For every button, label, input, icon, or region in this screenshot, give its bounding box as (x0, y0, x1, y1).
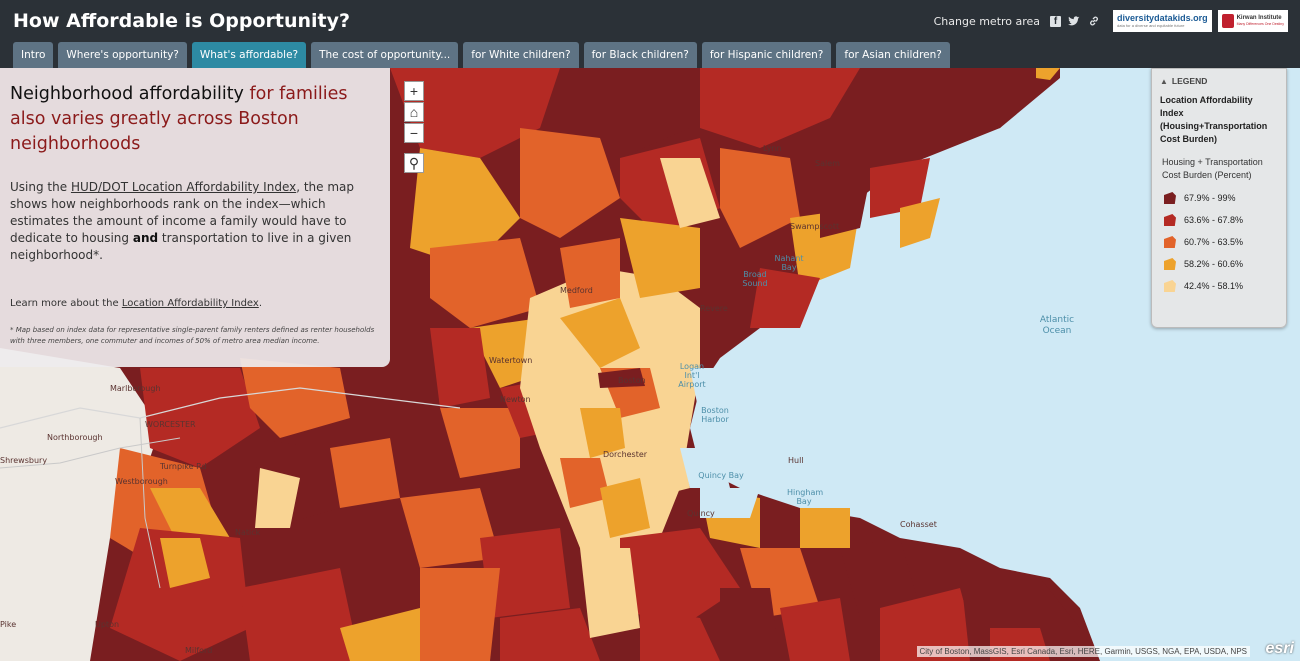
change-metro-link[interactable]: Change metro area (933, 14, 1041, 28)
kirwan-logo-text: Kirwan Institute (1236, 15, 1282, 21)
legend-item: 63.6% - 67.8% (1164, 209, 1278, 231)
legend-layer-title: Location Affordability Index (Housing+Tr… (1160, 95, 1268, 144)
learn-more-text: Learn more about the (10, 298, 119, 309)
place-label: Hull (788, 456, 804, 465)
place-label: Salem (815, 159, 840, 168)
water-label: Logan Int'l Airport (678, 362, 706, 389)
search-button[interactable]: ⚲ (404, 153, 424, 173)
story-heading-red: for families also varies greatly across … (10, 84, 348, 154)
place-label: Newton (500, 395, 531, 404)
place-label: Turnpike Rd (160, 462, 207, 471)
header-right-group: Change metro area f diversitydatakids.or… (934, 10, 1288, 32)
place-label: Marlborough (110, 384, 161, 393)
place-label: WORCESTER (145, 420, 196, 429)
water-label: Boston Harbor (701, 406, 729, 424)
tab-wheres-opportunity[interactable]: Where's opportunity? (58, 42, 187, 68)
tab-white-children[interactable]: for White children? (463, 42, 579, 68)
place-label: Shrewsbury (0, 456, 48, 465)
location-affordability-link[interactable]: Location Affordability Index (121, 298, 259, 309)
legend-item-label: 67.9% - 99% (1184, 193, 1236, 203)
place-label: Watertown (489, 356, 533, 365)
chevron-up-icon: ▲ (1160, 76, 1168, 86)
legend-toggle-label: LEGEND (1171, 76, 1208, 86)
place-label: Upton (95, 620, 120, 629)
learn-more: Learn more about the Location Affordabil… (10, 298, 380, 309)
story-heading-dark: Neighborhood affordability (10, 84, 244, 104)
legend-field-title: Housing + Transportation Cost Burden (Pe… (1162, 157, 1263, 180)
link-icon[interactable] (1087, 14, 1101, 28)
water-label: Nahant Bay (774, 254, 804, 272)
legend-swatch (1164, 192, 1176, 204)
place-label: Quincy (687, 509, 715, 518)
legend-item-label: 42.4% - 58.1% (1184, 281, 1244, 291)
kirwan-mark-icon (1221, 14, 1234, 28)
zoom-in-button[interactable]: + (404, 81, 424, 101)
legend-item: 67.9% - 99% (1164, 187, 1278, 209)
legend-item-label: 60.7% - 63.5% (1184, 237, 1244, 247)
legend-item-label: 63.6% - 67.8% (1184, 215, 1244, 225)
map-legend: ▲ LEGEND Location Affordability Index (H… (1151, 68, 1287, 328)
legend-items: 67.9% - 99% 63.6% - 67.8% 60.7% - 63.5% … (1164, 187, 1278, 297)
place-label: Pike (0, 620, 17, 629)
place-label: Dorchester (603, 450, 648, 459)
tab-intro[interactable]: Intro (13, 42, 54, 68)
legend-item-label: 58.2% - 60.6% (1184, 259, 1244, 269)
place-label: Westborough (115, 477, 168, 486)
app-title: How Affordable is Opportunity? (13, 10, 351, 32)
place-label: Revere (700, 304, 728, 313)
map-attribution: City of Boston, MassGIS, Esri Canada, Es… (916, 646, 1250, 657)
water-label: Hingham Bay (787, 488, 824, 506)
place-label: Swampscott (790, 222, 840, 231)
tab-hispanic-children[interactable]: for Hispanic children? (701, 42, 832, 68)
place-label: Medford (560, 286, 593, 295)
legend-swatch (1164, 280, 1176, 292)
zoom-out-button[interactable]: − (404, 123, 424, 143)
home-button[interactable]: ⌂ (404, 102, 424, 122)
story-body-text: Using the (10, 180, 68, 194)
story-body-bold: and (132, 231, 159, 245)
hud-dot-index-link[interactable]: HUD/DOT Location Affordability Index (70, 180, 297, 194)
place-label: Northborough (47, 433, 103, 442)
water-label: Quincy Bay (698, 471, 744, 480)
tab-cost-of-opportunity[interactable]: The cost of opportunity... (311, 42, 459, 68)
app-header: How Affordable is Opportunity? Change me… (0, 0, 1300, 68)
ocean-label: Atlantic Ocean (1039, 315, 1075, 336)
legend-item: 42.4% - 58.1% (1164, 275, 1278, 297)
esri-logo[interactable]: esri (1265, 640, 1294, 657)
footnote: * Map based on index data for representa… (10, 326, 375, 345)
legend-swatch (1164, 214, 1176, 226)
story-panel: Neighborhood affordability for families … (0, 68, 390, 367)
legend-swatch (1164, 258, 1176, 270)
legend-swatch (1164, 236, 1176, 248)
story-body-text: transportation to live in a given neighb… (10, 231, 352, 262)
place-label: Cohasset (900, 520, 937, 529)
facebook-icon[interactable]: f (1050, 15, 1062, 27)
legend-item: 58.2% - 60.6% (1164, 253, 1278, 275)
tab-black-children[interactable]: for Black children? (583, 42, 697, 68)
ddk-logo-tagline: data for a diverse and equitable future (1117, 23, 1185, 28)
learn-more-period: . (258, 298, 262, 309)
place-label: Natick (235, 528, 261, 537)
twitter-icon[interactable] (1067, 14, 1081, 28)
story-body: Using the HUD/DOT Location Affordability… (10, 179, 380, 264)
kirwan-logo-tagline: Many Differences One Destiny (1236, 22, 1284, 26)
ddk-logo-text: diversitydatakids.org (1117, 13, 1208, 23)
story-heading: Neighborhood affordability for families … (10, 82, 380, 157)
kirwan-institute-logo[interactable]: Kirwan Institute Many Differences One De… (1217, 10, 1288, 32)
place-label: Boston (618, 376, 646, 385)
tab-asian-children[interactable]: for Asian children? (836, 42, 950, 68)
legend-toggle[interactable]: ▲ LEGEND (1160, 74, 1278, 88)
place-label: Milford (185, 646, 213, 655)
diversitydatakids-logo[interactable]: diversitydatakids.org data for a diverse… (1113, 10, 1212, 32)
story-body-text: , the map shows how neighborhoods rank o… (10, 180, 355, 245)
story-tabs: Intro Where's opportunity? What's afford… (13, 42, 950, 68)
water-label: Broad Sound (742, 270, 768, 288)
tab-whats-affordable[interactable]: What's affordable? (191, 42, 307, 68)
place-label: Lynn (763, 144, 782, 153)
legend-item: 60.7% - 63.5% (1164, 231, 1278, 253)
